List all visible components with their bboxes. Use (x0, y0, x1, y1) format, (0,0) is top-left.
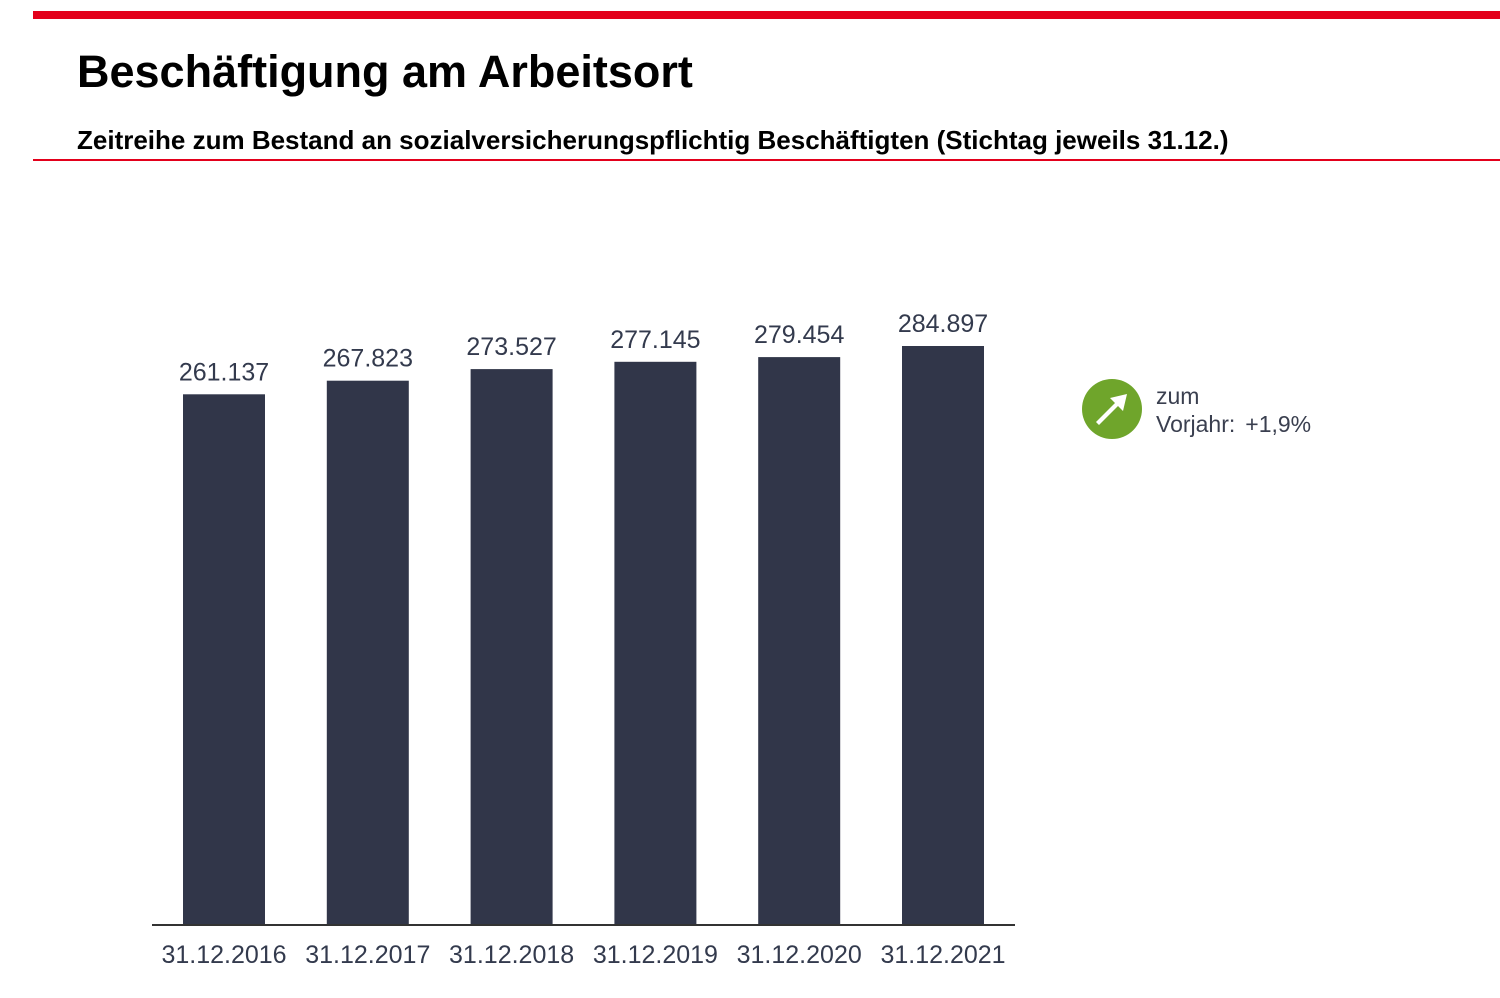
subtitle-divider (33, 159, 1500, 161)
bar-value-label: 284.897 (898, 310, 988, 338)
bar-31.12.2019 (614, 361, 697, 925)
bar-31.12.2017 (326, 380, 409, 925)
bar-value-label: 273.527 (466, 333, 556, 361)
bar-31.12.2021 (902, 346, 984, 925)
x-tick-label: 31.12.2019 (593, 941, 718, 969)
bar-value-label: 261.137 (179, 358, 269, 386)
top-accent-bar (33, 11, 1500, 19)
x-tick-label: 31.12.2021 (880, 941, 1005, 969)
trend-indicator: zum Vorjahr: +1,9% (1082, 379, 1342, 449)
x-tick-label: 31.12.2016 (161, 941, 286, 969)
bar-value-label: 267.823 (323, 345, 413, 373)
page-title: Beschäftigung am Arbeitsort (77, 46, 693, 97)
bar-31.12.2020 (758, 357, 841, 926)
bar-value-label: 279.454 (754, 321, 844, 349)
arrow-up-right-icon (1082, 379, 1142, 439)
bar-value-label: 277.145 (610, 326, 700, 354)
bar-31.12.2018 (470, 369, 553, 926)
x-tick-label: 31.12.2017 (305, 941, 430, 969)
x-tick-label: 31.12.2020 (737, 941, 862, 969)
bar-31.12.2016 (183, 394, 265, 925)
page-subtitle: Zeitreihe zum Bestand an sozialversicher… (77, 125, 1229, 155)
trend-label: zum (1156, 383, 1200, 409)
trend-label-vorjahr: Vorjahr: (1156, 411, 1236, 437)
x-tick-label: 31.12.2018 (449, 941, 574, 969)
trend-label-line2: Vorjahr: +1,9% (1156, 411, 1311, 438)
trend-value: +1,9% (1245, 411, 1312, 437)
bar-chart: 261.137 31.12.2016 267.823 31.12.2017 273.52… (152, 310, 1015, 969)
